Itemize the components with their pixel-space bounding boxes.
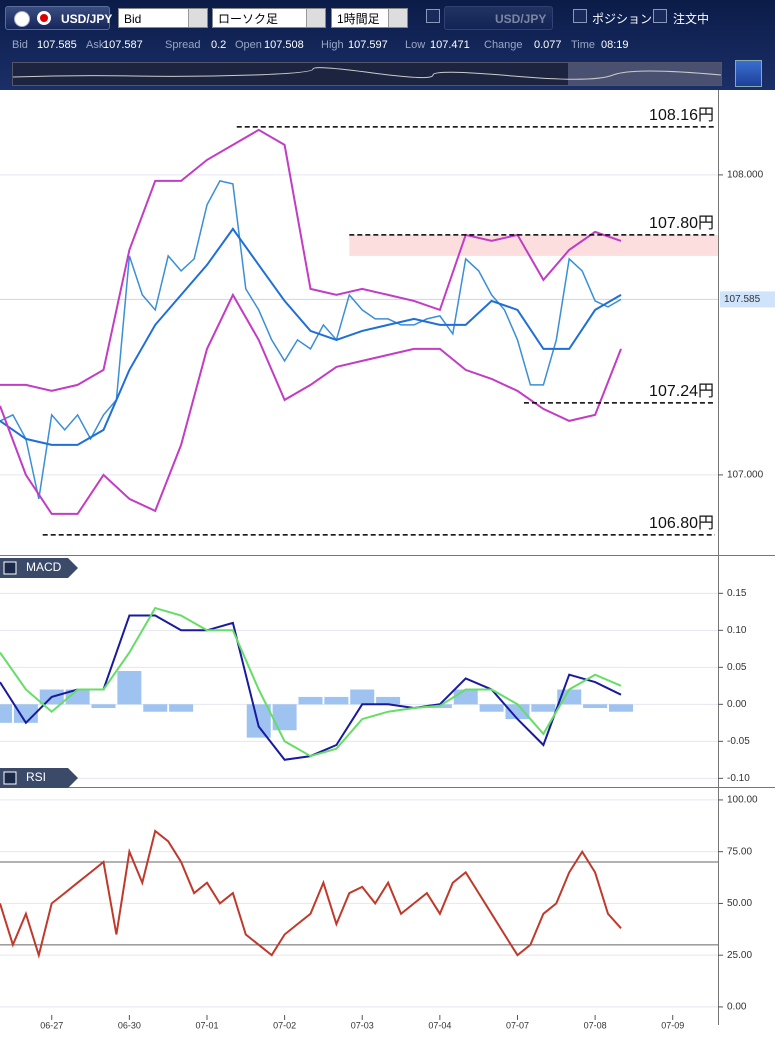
position-checkbox[interactable]: [573, 9, 587, 23]
quote-label: Ask: [86, 39, 105, 51]
histogram-bar: [350, 689, 375, 705]
histogram-bar: [531, 704, 556, 712]
quote-value: 0.077: [534, 39, 562, 51]
histogram-bar: [65, 689, 90, 705]
series-line: [0, 180, 622, 500]
y-tick-label: -0.10: [727, 773, 750, 784]
level-label: 107.24円: [649, 383, 714, 400]
chart-area: 107.000 108.000 107.585 108.16円 107.80円 107.2…: [0, 90, 775, 1030]
symbol-button[interactable]: USD/JPY: [5, 6, 113, 30]
quote-value: 0.2: [211, 39, 227, 51]
navigator[interactable]: [12, 62, 722, 86]
close-button[interactable]: [3, 561, 17, 575]
y-tick-label: 108.000: [727, 170, 764, 181]
current-price-label: 107.585: [724, 294, 761, 305]
histogram-bar: [505, 704, 530, 720]
y-tick-label: -0.05: [727, 736, 750, 747]
y-tick-label: 50.00: [727, 898, 752, 909]
price-type-select[interactable]: Bid: [118, 8, 208, 28]
timeframe-select[interactable]: 1時間足: [331, 8, 408, 28]
y-tick-label: 107.000: [727, 470, 764, 481]
orders-checkbox[interactable]: [653, 9, 667, 23]
histogram-bar: [608, 704, 633, 712]
x-tick-label: 07-09: [661, 1020, 684, 1030]
quote-label: High: [321, 39, 344, 51]
x-tick-label: 07-04: [428, 1020, 451, 1030]
quote-label: Open: [235, 39, 262, 51]
y-tick-label: 25.00: [727, 950, 752, 961]
panel-tab: [0, 768, 78, 788]
symbol: USD/JPY: [61, 12, 113, 26]
current-price-box: [720, 291, 775, 308]
y-tick-label: 0.15: [727, 588, 747, 599]
x-tick-label: 07-07: [506, 1020, 529, 1030]
quote-value: 107.508: [264, 39, 304, 51]
y-tick-label: 100.00: [727, 795, 758, 806]
compare-button[interactable]: USD/JPY: [444, 6, 553, 30]
close-button[interactable]: [3, 771, 17, 785]
quote-label: Bid: [12, 39, 28, 51]
histogram-bar: [143, 704, 168, 712]
position-label: ポジション: [592, 12, 653, 26]
histogram-bar: [91, 704, 116, 709]
panel-title: MACD: [26, 560, 62, 574]
histogram-bar: [583, 704, 608, 709]
orders-label: 注文中: [673, 12, 710, 26]
x-tick-label: 07-03: [351, 1020, 374, 1030]
y-tick-label: 0.10: [727, 625, 747, 636]
histogram-bar: [376, 696, 401, 705]
quote-value: 107.587: [103, 39, 143, 51]
price-zone: [349, 234, 718, 256]
quote-value: 107.585: [37, 39, 77, 51]
y-tick-label: 75.00: [727, 846, 752, 857]
x-tick-label: 07-01: [195, 1020, 218, 1030]
histogram-bar: [169, 704, 194, 712]
compare-checkbox[interactable]: [426, 9, 440, 23]
quote-value: 107.471: [430, 39, 470, 51]
histogram-bar: [324, 696, 349, 705]
histogram-bar: [246, 704, 271, 738]
x-tick-label: 07-02: [273, 1020, 296, 1030]
histogram-bar: [298, 696, 323, 705]
series-line: [0, 292, 622, 515]
quote-value: 08:19: [601, 39, 629, 51]
quote-label: Spread: [165, 39, 201, 51]
chart-type-select[interactable]: ローソク足: [212, 8, 326, 28]
level-label: 108.16円: [649, 107, 714, 124]
series-line: [0, 128, 622, 392]
x-tick-label: 07-08: [584, 1020, 607, 1030]
level-label: 107.80円: [649, 215, 714, 232]
navigator-window[interactable]: [568, 63, 721, 85]
series-line: [0, 227, 622, 446]
navigator-line: [13, 67, 721, 80]
quote-value: 107.597: [348, 39, 388, 51]
x-tick-label: 06-27: [40, 1020, 63, 1030]
y-tick-label: 0.00: [727, 1002, 747, 1013]
compare-symbol: USD/JPY: [495, 12, 547, 26]
level-label: 106.80円: [649, 515, 714, 532]
y-tick-label: 0.00: [727, 699, 747, 710]
series-line: [0, 829, 622, 959]
panel-title: RSI: [26, 770, 46, 784]
histogram-bar: [117, 671, 142, 705]
x-tick-label: 06-30: [118, 1020, 141, 1030]
quote-label: Low: [405, 39, 426, 51]
histogram-bar: [479, 704, 504, 712]
series-line: [0, 614, 622, 761]
quote-label: Change: [484, 39, 523, 51]
toolbar: USD/JPY Bid ローソク足 1時間足 USD/JPY ポジション 注文中…: [0, 0, 775, 90]
panel-tab: [0, 558, 78, 578]
histogram-bar: [453, 689, 478, 705]
quote-label: Time: [571, 39, 596, 51]
zoom-button[interactable]: [735, 60, 762, 87]
histogram-bar: [0, 704, 12, 723]
y-tick-label: 0.05: [727, 662, 747, 673]
series-line: [0, 606, 622, 758]
